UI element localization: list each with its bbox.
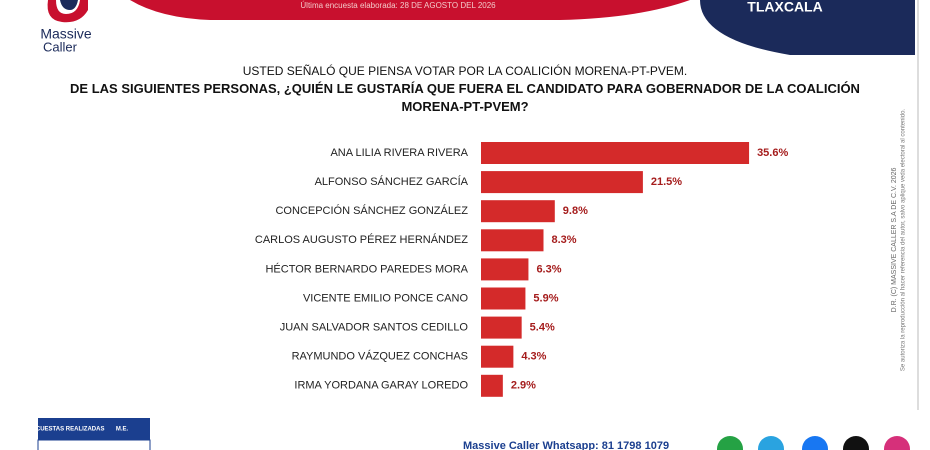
chart-title: DE LAS SIGUIENTES PERSONAS, ¿QUIÉN LE GU… — [70, 81, 860, 114]
value-label: 35.6% — [757, 147, 788, 159]
value-label: 2.9% — [511, 380, 536, 392]
top-banner — [130, 0, 690, 20]
social-icon[interactable] — [717, 436, 743, 450]
social-icon[interactable] — [843, 436, 869, 450]
category-label: IRMA YORDANA GARAY LOREDO — [294, 380, 468, 392]
value-label: 9.8% — [563, 205, 588, 217]
logo-icon — [47, 0, 88, 23]
social-icon[interactable] — [802, 436, 828, 450]
bar — [481, 142, 750, 164]
state-name: TLAXCALA — [747, 0, 822, 15]
category-label: VICENTE EMILIO PONCE CANO — [303, 292, 468, 304]
category-label: CONCEPCIÓN SÁNCHEZ GONZÁLEZ — [275, 204, 468, 217]
chart-subtitle: USTED SEÑALÓ QUE PIENSA VOTAR POR LA COA… — [243, 63, 688, 78]
bar — [481, 229, 544, 252]
side-note: Se autoriza la reproducción al hacer ref… — [901, 109, 907, 371]
value-label: 5.9% — [533, 292, 558, 304]
category-label: ALFONSO SÁNCHEZ GARCÍA — [315, 175, 469, 188]
category-label: HÉCTOR BERNARDO PAREDES MORA — [265, 262, 468, 275]
survey-date: Última encuesta elaborada: 28 DE AGOSTO … — [300, 1, 496, 10]
value-label: 6.3% — [536, 263, 561, 275]
bar — [481, 374, 503, 397]
logo-icon — [60, 0, 78, 10]
value-label: 4.3% — [521, 351, 546, 363]
side-note: D.R. (C) MASSIVE CALLER S.A DE C.V. 2026 — [891, 167, 898, 312]
bar — [481, 258, 529, 281]
logo-text: Caller — [43, 39, 78, 54]
table-body — [37, 439, 151, 450]
value-label: 5.4% — [530, 322, 555, 334]
category-label: RAYMUNDO VÁZQUEZ CONCHAS — [292, 350, 468, 363]
social-icon[interactable] — [758, 436, 784, 450]
category-label: CARLOS AUGUSTO PÉREZ HERNÁNDEZ — [255, 233, 468, 246]
table-header — [38, 418, 150, 440]
social-icon[interactable] — [884, 436, 910, 450]
category-label: ANA LILIA RIVERA RIVERA — [330, 147, 468, 159]
whatsapp: Massive Caller Whatsapp: 81 1798 1079 — [463, 440, 669, 450]
table-header-text: ENCUESTAS REALIZADAS — [28, 427, 105, 433]
table-header-text: M.E. — [116, 427, 129, 433]
bar — [481, 171, 643, 194]
bar — [481, 316, 522, 339]
category-label: JUAN SALVADOR SANTOS CEDILLO — [280, 322, 469, 334]
bar — [481, 200, 555, 223]
logo-text: Massive — [40, 26, 92, 42]
state-banner — [700, 0, 915, 55]
bar — [481, 287, 526, 310]
value-label: 21.5% — [651, 176, 682, 188]
value-label: 8.3% — [551, 234, 576, 246]
bar — [481, 345, 514, 368]
